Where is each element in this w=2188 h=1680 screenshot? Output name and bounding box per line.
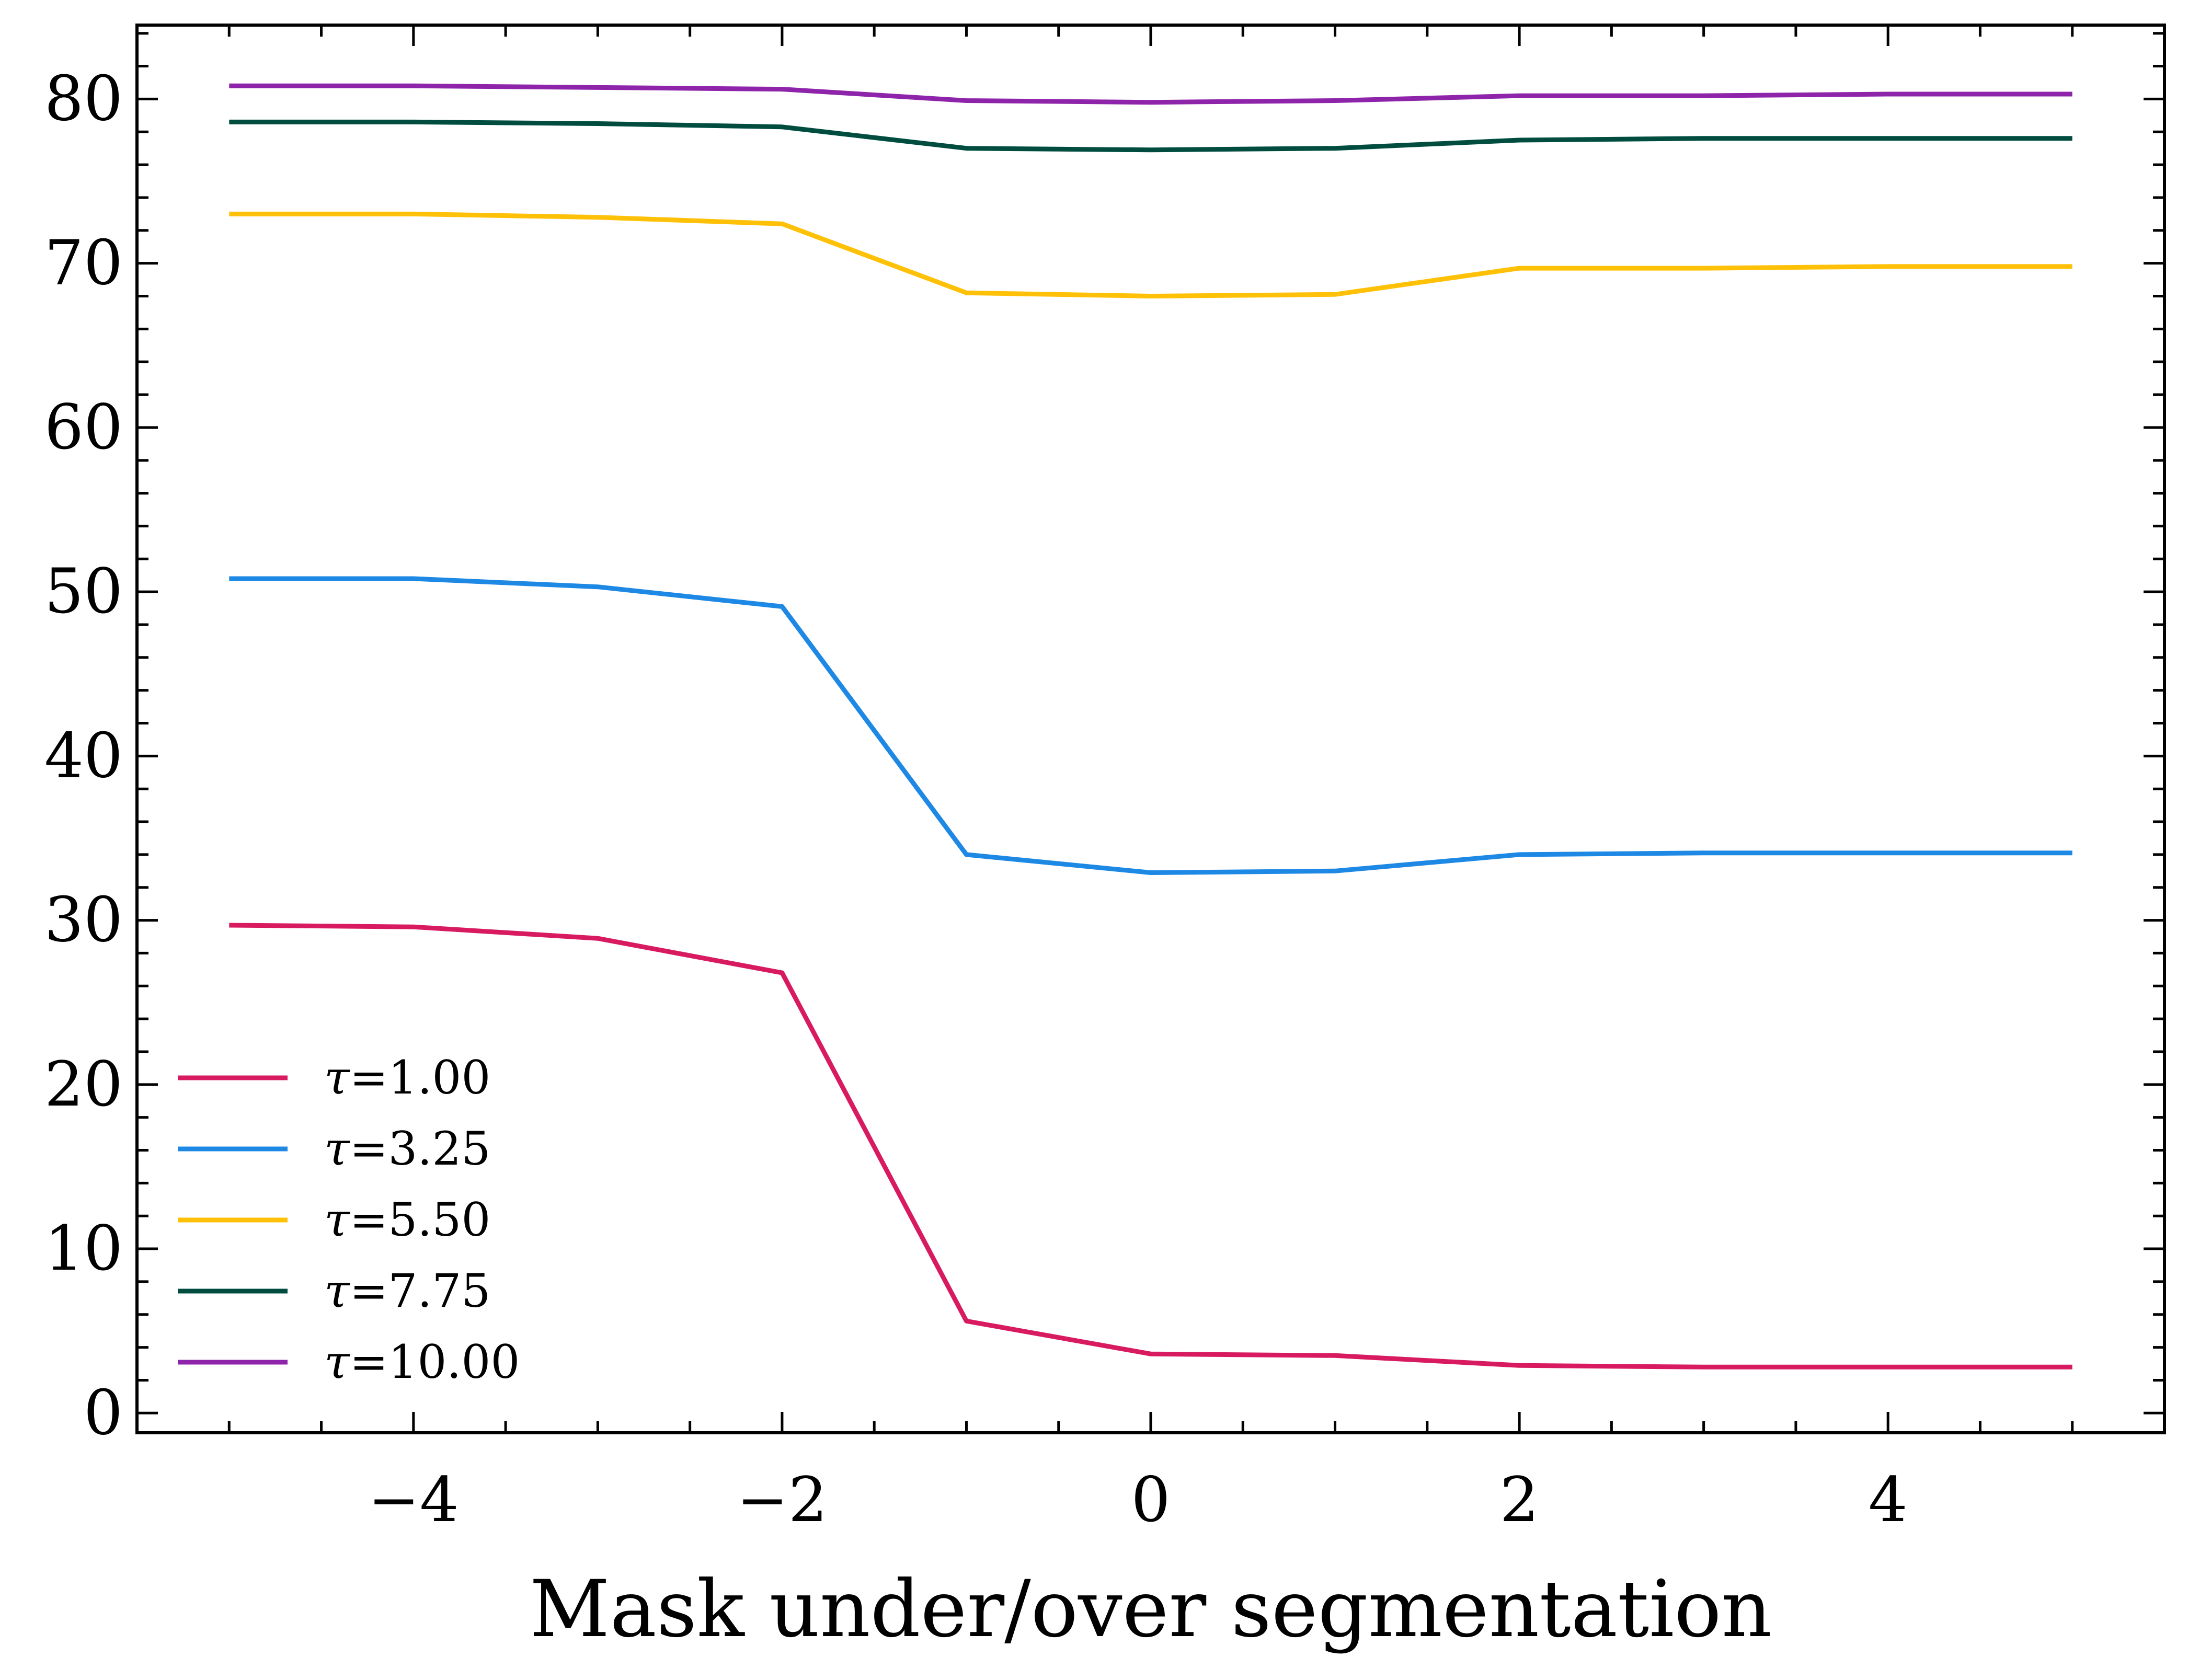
x-tick-label: −4	[368, 1464, 459, 1536]
y-tick-label: 60	[44, 391, 123, 463]
y-tick-label: 10	[44, 1212, 123, 1284]
series-line-4	[229, 119, 2072, 153]
x-tick-label: 0	[1131, 1464, 1170, 1536]
y-tick-label: 40	[44, 719, 123, 791]
y-tick-label: 20	[44, 1048, 123, 1120]
series-line-2	[229, 576, 2072, 875]
x-tick-label: −2	[737, 1464, 828, 1536]
legend-label-5: τ=10.00	[324, 1335, 520, 1389]
legend-label-1: τ=1.00	[324, 1051, 490, 1104]
y-tick-label: 70	[44, 227, 123, 299]
plot-frame	[135, 24, 2166, 1434]
y-axis-tick-labels: 0 10 20 30 40 50 60 70 80	[44, 62, 123, 1448]
legend-label-3: τ=5.50	[324, 1193, 490, 1247]
series-line-5	[229, 83, 2072, 105]
y-tick-label: 50	[44, 555, 123, 627]
y-tick-label: 80	[44, 62, 123, 134]
x-tick-label: 4	[1869, 1464, 1908, 1536]
x-axis-tick-labels: −4 −2 0 2 4	[368, 1464, 1908, 1536]
y-tick-label: 0	[84, 1376, 123, 1448]
x-tick-label: 2	[1500, 1464, 1539, 1536]
x-axis-title: Mask under/over segmentation	[530, 1564, 1772, 1655]
y-tick-label: 30	[44, 884, 123, 956]
series-layer	[229, 83, 2072, 1370]
legend-label-2: τ=3.25	[324, 1122, 490, 1176]
series-line-3	[229, 211, 2072, 298]
series-line-1	[229, 923, 2072, 1370]
legend: τ=1.00 τ=3.25 τ=5.50 τ=7.75 τ=10.00	[178, 1051, 520, 1389]
axis-ticks	[137, 25, 2164, 1433]
legend-label-4: τ=7.75	[324, 1264, 490, 1318]
